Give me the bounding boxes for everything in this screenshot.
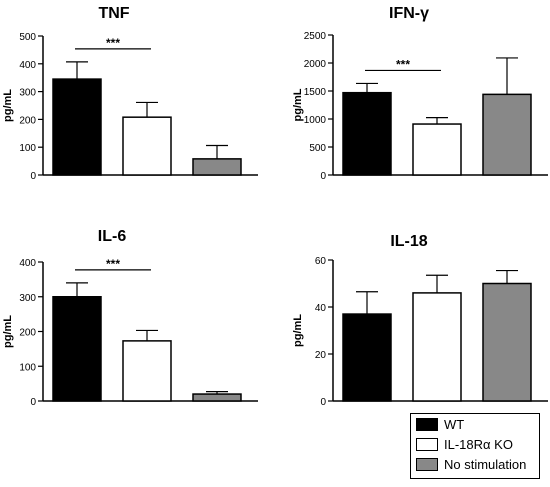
y-axis-label-tnf: pg/mL [2,89,14,122]
y-tick-label-il-6-1: 100 [19,362,36,373]
y-tick-label-il-6-3: 300 [19,293,36,304]
y-tick-label-ifn-0: 0 [320,171,326,182]
y-tick-label-ifn-1: 500 [309,143,326,154]
legend-item-ko: IL-18Rα KO [416,434,539,454]
y-tick-label-tnf-1: 100 [19,143,36,154]
y-axis-label-il-6: pg/mL [2,315,14,348]
y-tick-label-il-6-2: 200 [19,328,36,339]
y-tick-label-il-6-0: 0 [30,397,36,408]
legend-item-no-stimulation: No stimulation [416,454,539,474]
y-tick-label-il-18-2: 40 [315,303,327,314]
bar-ifn-0 [342,91,392,176]
significance-label-tnf: *** [106,36,120,50]
y-tick-label-tnf-2: 200 [19,115,36,126]
bar-il-18-1 [412,292,462,402]
bar-il-18-0 [342,313,392,402]
chart-title-il-18: IL-18 [390,233,427,250]
bar-il-6-2 [192,393,242,402]
y-tick-label-ifn-5: 2500 [304,31,327,42]
legend-swatch-wt [416,417,438,431]
legend-label-no-stimulation: No stimulation [444,456,527,472]
bar-il-6-0 [52,296,102,402]
bar-il-6-1 [122,340,172,402]
y-tick-label-ifn-4: 2000 [304,59,327,70]
y-tick-label-tnf-3: 300 [19,88,36,99]
y-axis-label-il-18: pg/mL [292,314,304,347]
y-tick-label-il-18-3: 60 [315,256,327,267]
y-tick-label-tnf-5: 500 [19,32,36,43]
chart-title-il-6: IL-6 [98,228,127,245]
bar-ifn-1 [412,123,462,176]
bar-tnf-1 [122,116,172,176]
y-tick-label-ifn-3: 1500 [304,87,327,98]
bar-il-18-2 [482,282,532,402]
chart-title-tnf: TNF [98,5,129,22]
legend-label-wt: WT [444,416,465,432]
bar-ifn-2 [482,93,532,176]
y-axis-label-ifn: pg/mL [292,88,304,121]
y-tick-label-tnf-4: 400 [19,60,36,71]
y-tick-label-tnf-0: 0 [30,171,36,182]
significance-label-il-6: *** [106,257,120,271]
y-tick-label-il-18-0: 0 [320,397,326,408]
legend-item-wt: WT [416,414,539,434]
bar-tnf-0 [52,78,102,176]
legend-label-ko: IL-18Rα KO [444,436,513,452]
chart-title-ifn: IFN-γ [389,5,429,22]
legend-swatch-ko [416,437,438,451]
significance-label-ifn: *** [396,57,410,71]
legend: WT IL-18Rα KO No stimulation [410,413,540,479]
legend-swatch-no-stimulation [416,457,438,471]
y-tick-label-il-6-4: 400 [19,258,36,269]
y-tick-label-ifn-2: 1000 [304,115,327,126]
bar-tnf-2 [192,158,242,176]
y-tick-label-il-18-1: 20 [315,350,327,361]
